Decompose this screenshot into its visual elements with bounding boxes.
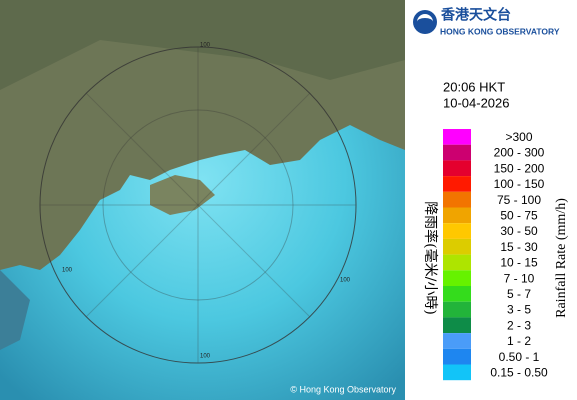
legend-label: 10 - 15 (500, 256, 538, 270)
legend-swatch (443, 238, 471, 255)
logo-icon (413, 10, 437, 34)
range-label: 100 (62, 268, 73, 274)
legend-swatch (443, 223, 471, 239)
legend-swatch (443, 270, 471, 286)
legend-label: 2 - 3 (507, 318, 531, 332)
legend-swatch (443, 364, 471, 381)
legend-label: 200 - 300 (494, 146, 545, 160)
range-label: 100 (340, 278, 351, 284)
legend-label: 0.15 - 0.50 (490, 366, 548, 380)
legend-swatch (443, 317, 471, 334)
range-label: 100 (200, 43, 211, 49)
legend-swatch (443, 207, 471, 224)
legend-swatch (443, 333, 471, 349)
logo: 香港天文台 HONG KONG OBSERVATORY (413, 7, 560, 36)
legend-label: 30 - 50 (500, 224, 538, 238)
legend-label: 7 - 10 (504, 271, 535, 285)
legend-label: 100 - 150 (494, 177, 545, 191)
legend-label: 50 - 75 (500, 209, 538, 223)
legend-label: 75 - 100 (497, 193, 541, 207)
legend-label: 15 - 30 (500, 240, 538, 254)
legend-label: >300 (505, 130, 532, 144)
legend-title-english: Rainfall Rate (mm/h) (554, 198, 569, 318)
island (150, 175, 215, 215)
legend-label: 5 - 7 (507, 287, 531, 301)
legend-swatch (443, 129, 471, 145)
legend-label: 150 - 200 (494, 161, 545, 175)
land-hills (0, 0, 405, 90)
logo-chinese: 香港天文台 (440, 7, 511, 23)
logo-english: HONG KONG OBSERVATORY (440, 26, 560, 36)
legend-title-chinese: 降雨率(毫米/小時) (422, 201, 439, 315)
legend-label: 3 - 5 (507, 303, 531, 317)
map: 100 100 100 100 © Hong Kong Observatory (0, 0, 405, 400)
legend-swatch (443, 191, 471, 208)
range-rings (39, 46, 357, 364)
date: 10-04-2026 (443, 95, 510, 110)
coast (0, 270, 30, 350)
legend-swatch (443, 301, 471, 318)
copyright: © Hong Kong Observatory (290, 384, 396, 394)
time: 20:06 HKT (443, 79, 505, 94)
legend-swatch (443, 176, 471, 192)
legend-swatch (443, 160, 471, 177)
legend-swatch (443, 144, 471, 161)
legend-swatch (443, 348, 471, 365)
legend-swatch (443, 286, 471, 302)
range-label: 100 (200, 354, 211, 360)
legend-label: 0.50 - 1 (499, 350, 540, 364)
legend-label: 1 - 2 (507, 334, 531, 348)
legend-swatch (443, 254, 471, 271)
